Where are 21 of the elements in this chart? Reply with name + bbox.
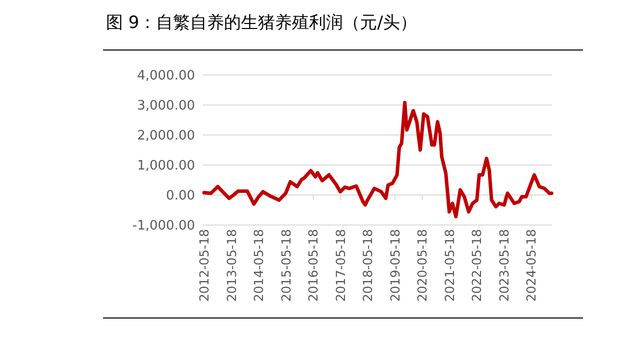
y-tick-label: 3,000.00 [137,98,195,114]
chart-title: 图 9：自繁自养的生猪养殖利润（元/头） [106,13,417,33]
x-tick-label: 2022-05-18 [469,228,484,302]
y-tick-label: 0.00 [166,188,195,204]
x-tick-label: 2015-05-18 [278,228,294,302]
y-tick-label: 2,000.00 [137,128,195,144]
x-tick-label: 2019-05-18 [387,228,402,302]
x-tick-label: 2018-05-18 [360,228,376,302]
x-tick-label: 2017-05-18 [332,228,348,302]
x-tick-label: 2014-05-18 [251,228,266,302]
x-tick-label: 2020-05-18 [414,228,430,302]
x-tick-label: 2024-05-18 [524,228,539,302]
x-tick-label: 2016-05-18 [306,228,321,302]
x-tick-label: 2012-05-18 [196,228,212,302]
y-tick-label: 4,000.00 [137,68,195,84]
line-series [202,100,554,218]
y-tick-label: -1,000.00 [132,218,195,234]
x-tick-label: 2013-05-18 [224,228,239,302]
y-tick-label: 1,000.00 [137,158,195,174]
x-tick-label: 2023-05-18 [496,228,512,302]
x-tick-label: 2021-05-18 [442,228,457,302]
